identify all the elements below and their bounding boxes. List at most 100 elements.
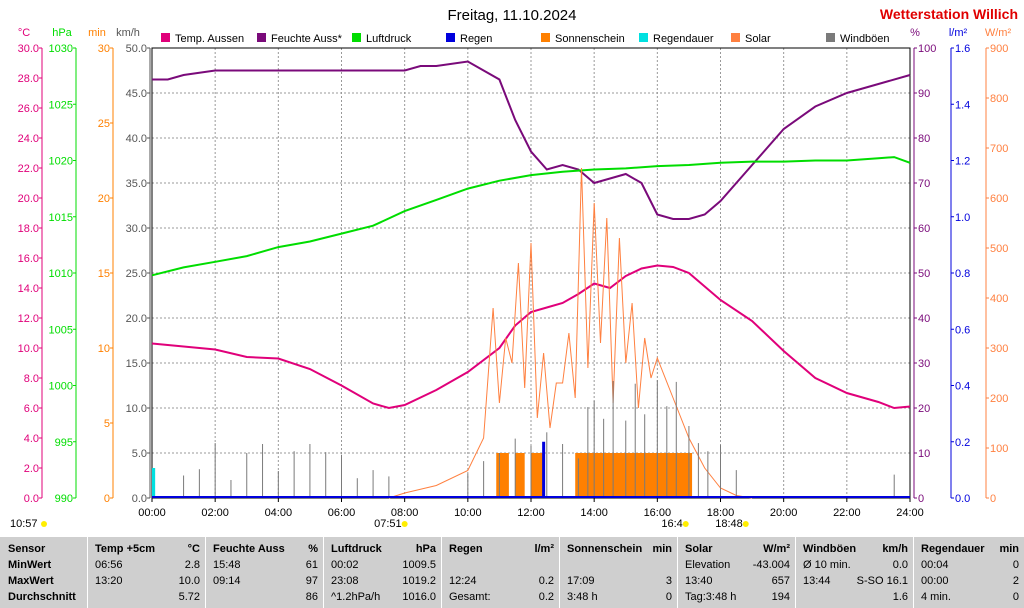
solar-axis-unit: W/m² bbox=[985, 27, 1012, 39]
chart-grid bbox=[151, 47, 911, 499]
wind-tick-label: 50.0 bbox=[126, 43, 147, 55]
x-tick-label: 20:00 bbox=[770, 507, 798, 519]
x-tick-label: 24:00 bbox=[896, 507, 924, 519]
x-axis: 00:00 02:00 04:00 06:00 08:00 10:00 12:00 14:00… bbox=[10, 498, 924, 530]
x-marker-dot bbox=[682, 521, 689, 527]
pressure-tick-label: 1020 bbox=[49, 156, 73, 168]
humidity-tick-label: 40 bbox=[918, 313, 930, 325]
rain-tick-label: 0.6 bbox=[955, 324, 970, 336]
minutes-axis-unit: min bbox=[88, 27, 106, 39]
series-temp-aussen bbox=[151, 264, 911, 410]
corner-time-dot bbox=[41, 521, 47, 527]
rain-tick-label: 0.2 bbox=[955, 437, 970, 449]
solar-tick-label: 800 bbox=[990, 93, 1008, 105]
temp-value: 10.0 bbox=[178, 575, 200, 587]
legend-label: Regendauer bbox=[653, 33, 714, 45]
legend-swatch bbox=[826, 33, 835, 42]
windgust-series bbox=[183, 380, 895, 498]
solar-time: Elevation bbox=[685, 559, 731, 571]
col-solar: Solar W/m² Elevation -43.004 13:40 657 Tag:3:4… bbox=[677, 537, 796, 608]
legend-label: Solar bbox=[745, 33, 771, 45]
temp-axis-unit: °C bbox=[18, 27, 30, 39]
solar-value: -43.004 bbox=[752, 559, 790, 571]
x-marker-dot bbox=[401, 521, 408, 527]
station-name: Wetterstation Willich bbox=[880, 6, 1018, 22]
wind-value: 0.0 bbox=[892, 559, 908, 571]
x-tick-label: 14:00 bbox=[580, 507, 608, 519]
solar-unit: W/m² bbox=[763, 543, 790, 555]
rain_duration-value: 0 bbox=[1012, 591, 1019, 603]
pressure-time: 00:02 bbox=[331, 559, 359, 571]
humidity-value: 86 bbox=[305, 591, 318, 603]
col-temp: Temp +5cm °C 06:56 2.8 13:20 10.0 5.72 bbox=[87, 537, 206, 608]
rain-tick-label: 1.2 bbox=[955, 156, 970, 168]
sunshine-bar bbox=[496, 453, 509, 498]
rain-axis-unit: l/m² bbox=[949, 27, 968, 39]
minutes-tick-label: 30 bbox=[98, 43, 110, 55]
row-label-avg: Durchschnitt bbox=[8, 591, 76, 603]
humidity-tick-label: 100 bbox=[918, 43, 936, 55]
wind-value: S-SO 16.1 bbox=[856, 575, 908, 587]
legend-swatch bbox=[257, 33, 266, 42]
legend-swatch bbox=[446, 33, 455, 42]
x-tick-label: 02:00 bbox=[201, 507, 229, 519]
humidity-tick-label: 60 bbox=[918, 223, 930, 235]
col-rain-duration: Regendauer min 00:04 0 00:00 2 4 min. 0 bbox=[913, 537, 1024, 608]
solar-tick-label: 700 bbox=[990, 143, 1008, 155]
rain_duration-unit: min bbox=[999, 543, 1019, 555]
x-tick-label: 08:00 bbox=[391, 507, 419, 519]
row-label-min: MinWert bbox=[8, 559, 52, 571]
legend-swatch bbox=[731, 33, 740, 42]
pressure-value: 1019.2 bbox=[402, 575, 436, 587]
x-marker-label: 18:48 bbox=[715, 518, 743, 530]
solar-tick-label: 200 bbox=[990, 393, 1008, 405]
wind-tick-label: 40.0 bbox=[126, 133, 147, 145]
temp-tick-label: 4.0 bbox=[24, 433, 39, 445]
rain-value: 0.2 bbox=[538, 575, 554, 587]
rain-value: 0.2 bbox=[538, 591, 554, 603]
humidity-header: Feuchte Auss bbox=[213, 543, 285, 555]
legend-swatch bbox=[352, 33, 361, 42]
x-tick-label: 04:00 bbox=[265, 507, 293, 519]
legend-label: Regen bbox=[460, 33, 492, 45]
temp-tick-label: 12.0 bbox=[18, 313, 39, 325]
legend-label: Feuchte Auss* bbox=[271, 33, 343, 45]
temp-tick-label: 8.0 bbox=[24, 373, 39, 385]
corner-time-label: 10:57 bbox=[10, 518, 38, 530]
rain-time: Gesamt: bbox=[449, 591, 491, 603]
rain_duration-time: 00:00 bbox=[921, 575, 949, 587]
rain_duration-value: 0 bbox=[1012, 559, 1019, 571]
temp-tick-label: 30.0 bbox=[18, 43, 39, 55]
solar-value: 657 bbox=[771, 575, 790, 587]
col-rain: Regen l/m² 12:24 0.2 Gesamt: 0.2 bbox=[441, 537, 560, 608]
rain-tick-label: 1.6 bbox=[955, 43, 970, 55]
rain-time: 12:24 bbox=[449, 575, 477, 587]
sunshine-value: 3 bbox=[665, 575, 672, 587]
temp-tick-label: 16.0 bbox=[18, 253, 39, 265]
legend-label: Windböen bbox=[840, 33, 890, 45]
pressure-tick-label: 995 bbox=[55, 437, 73, 449]
humidity-tick-label: 30 bbox=[918, 358, 930, 370]
temp-value: 5.72 bbox=[178, 591, 200, 603]
rain-tick-label: 0.8 bbox=[955, 268, 970, 280]
pressure-tick-label: 1025 bbox=[49, 99, 73, 111]
chart-series bbox=[151, 60, 911, 499]
col-pressure: Luftdruck hPa 00:02 1009.5 23:08 1019.2 ^1.2hP… bbox=[323, 537, 442, 608]
wind-time: 13:44 bbox=[803, 575, 831, 587]
col-sensor: Sensor MinWert MaxWert Durchschnitt bbox=[0, 537, 87, 608]
pressure-unit: hPa bbox=[415, 543, 436, 555]
temp-tick-label: 0.0 bbox=[24, 493, 39, 505]
rain-header: Regen bbox=[449, 543, 483, 555]
legend-swatch bbox=[161, 33, 170, 42]
wind-tick-label: 30.0 bbox=[126, 223, 147, 235]
rain-bar bbox=[542, 441, 546, 498]
humidity-time: 15:48 bbox=[213, 559, 241, 571]
x-tick-label: 16:00 bbox=[644, 507, 672, 519]
solar-tick-label: 400 bbox=[990, 293, 1008, 305]
legend-label: Luftdruck bbox=[366, 33, 412, 45]
x-tick-label: 00:00 bbox=[138, 507, 166, 519]
wind-value: 1.6 bbox=[892, 591, 908, 603]
temp-tick-label: 2.0 bbox=[24, 463, 39, 475]
axis-unit-headers: °C hPa min km/h% l/m² W/m² bbox=[18, 27, 1012, 39]
legend-swatch bbox=[639, 33, 648, 42]
